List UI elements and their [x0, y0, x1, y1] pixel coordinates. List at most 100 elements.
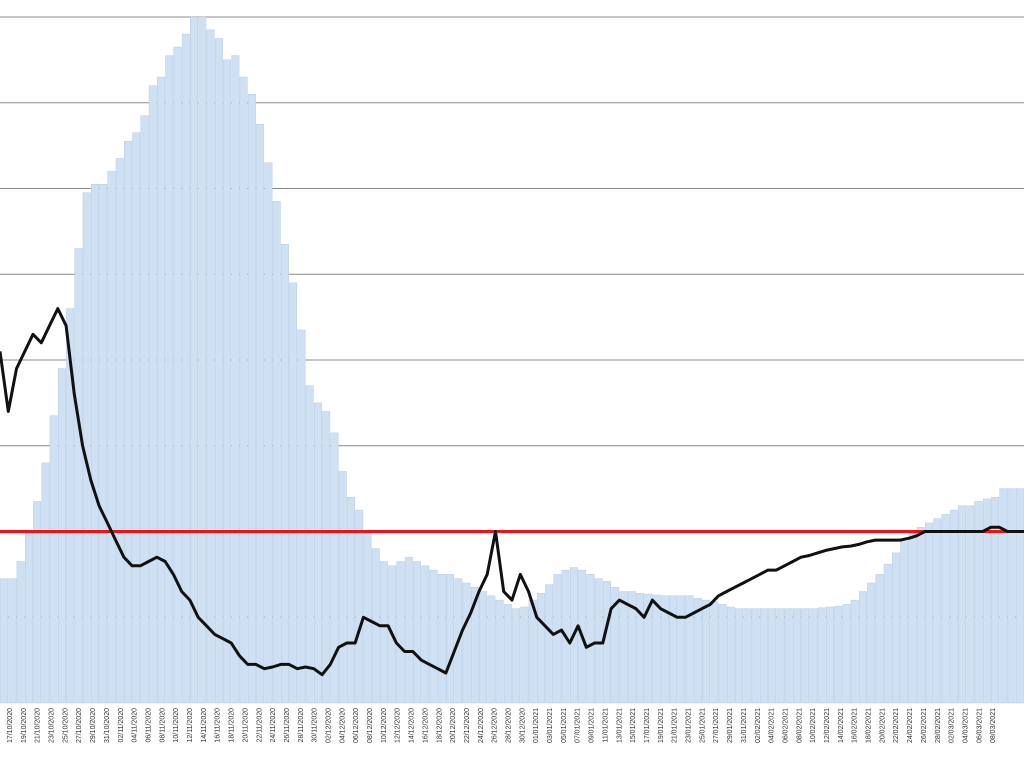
bar	[247, 93, 256, 704]
x-tick-label: 22/12/2020	[464, 708, 471, 743]
bar	[107, 171, 116, 704]
x-tick-label: 29/01/2021	[727, 708, 734, 743]
bar	[33, 501, 42, 704]
bar	[314, 402, 322, 704]
x-tick-label: 02/03/2021	[949, 708, 956, 743]
x-tick-label: 20/11/2020	[242, 708, 249, 743]
bar	[809, 608, 818, 704]
bar	[900, 541, 909, 704]
x-tick-label: 14/12/2020	[409, 708, 416, 743]
bar	[677, 595, 686, 704]
line-series	[0, 307, 1024, 677]
x-tick-label: 12/11/2020	[187, 708, 194, 743]
x-tick-label: 19/10/2020	[21, 708, 28, 743]
x-tick-label: 23/10/2020	[49, 708, 56, 743]
bar	[206, 29, 215, 704]
x-tick-label: 26/11/2020	[284, 708, 291, 743]
x-tick-label: 26/12/2020	[492, 708, 499, 743]
x-tick-label: 25/10/2020	[62, 708, 69, 743]
bar	[198, 16, 207, 704]
x-tick-label: 08/11/2020	[159, 708, 166, 743]
bar	[859, 591, 867, 704]
x-tick-label: 04/02/2021	[769, 708, 776, 743]
bar	[0, 578, 9, 704]
bar	[545, 584, 554, 704]
x-axis-tick-labels: 17/10/2020 19/10/2020 21/10/2020 23/10/2020…	[7, 708, 997, 743]
x-tick-label: 08/12/2020	[367, 708, 374, 743]
x-tick-label: 07/01/2021	[575, 708, 582, 743]
x-tick-label: 28/11/2020	[298, 708, 305, 743]
bar	[380, 561, 388, 704]
bar	[916, 527, 925, 704]
bar	[619, 591, 628, 704]
bar	[627, 591, 636, 704]
bar	[991, 497, 1000, 704]
bar	[1007, 488, 1016, 704]
x-tick-label: 15/01/2021	[630, 708, 637, 743]
bar	[710, 601, 719, 704]
x-tick-label: 28/12/2020	[506, 708, 513, 743]
bar	[784, 608, 793, 704]
x-tick-label: 29/10/2020	[90, 708, 97, 743]
bar	[999, 488, 1008, 704]
x-tick-label: 19/01/2021	[658, 708, 665, 743]
x-tick-label: 06/12/2020	[353, 708, 360, 743]
x-tick-label: 20/02/2021	[879, 708, 886, 743]
bar	[726, 606, 735, 704]
bar	[479, 591, 488, 704]
bar	[272, 201, 281, 704]
x-tick-label: 10/12/2020	[381, 708, 388, 743]
x-tick-label: 10/02/2021	[810, 708, 817, 743]
bar	[768, 608, 777, 704]
bar	[685, 595, 694, 704]
x-tick-label: 18/11/2020	[229, 708, 236, 743]
bar	[611, 587, 620, 704]
x-tick-label: 16/11/2020	[215, 708, 222, 743]
x-tick-label: 14/02/2021	[838, 708, 845, 743]
x-tick-label: 27/10/2020	[76, 708, 83, 743]
bar	[553, 574, 562, 704]
bar	[16, 561, 25, 704]
x-tick-label: 11/01/2021	[602, 708, 609, 743]
x-tick-label: 21/01/2021	[672, 708, 679, 743]
bar	[24, 531, 33, 704]
bar	[652, 594, 661, 704]
x-tick-label: 16/12/2020	[422, 708, 429, 743]
x-tick-label: 20/12/2020	[450, 708, 457, 743]
bar	[470, 587, 479, 704]
bar	[58, 368, 66, 704]
bar	[338, 471, 347, 704]
bar	[396, 561, 405, 704]
bar	[429, 569, 438, 704]
x-tick-label: 04/03/2021	[963, 708, 970, 743]
x-tick-label: 01/01/2021	[533, 708, 540, 743]
bar	[850, 599, 859, 704]
x-tick-label: 22/11/2020	[256, 708, 263, 743]
x-tick-label: 05/01/2021	[561, 708, 568, 743]
x-tick-label: 16/02/2021	[852, 708, 859, 743]
x-tick-label: 13/01/2021	[616, 708, 623, 743]
bar	[173, 46, 182, 704]
bar	[140, 115, 149, 704]
x-tick-label: 30/11/2020	[312, 708, 319, 743]
bar	[413, 561, 421, 704]
bar	[966, 505, 975, 704]
x-tick-label: 24/11/2020	[270, 708, 277, 743]
x-tick-label: 06/02/2021	[782, 708, 789, 743]
bar	[817, 607, 826, 704]
bar	[404, 557, 413, 704]
bar	[330, 432, 339, 704]
bar	[1015, 488, 1024, 704]
x-tick-label: 03/01/2021	[547, 708, 554, 743]
x-tick-label: 02/12/2020	[326, 708, 333, 743]
bar	[908, 533, 917, 704]
x-tick-label: 12/02/2021	[824, 708, 831, 743]
x-tick-label: 10/11/2020	[173, 708, 180, 743]
x-tick-label: 12/12/2020	[395, 708, 402, 743]
bar	[355, 509, 364, 704]
x-tick-label: 04/12/2020	[339, 708, 346, 743]
x-tick-label: 22/02/2021	[893, 708, 900, 743]
bar	[842, 604, 851, 704]
bar	[239, 76, 248, 704]
